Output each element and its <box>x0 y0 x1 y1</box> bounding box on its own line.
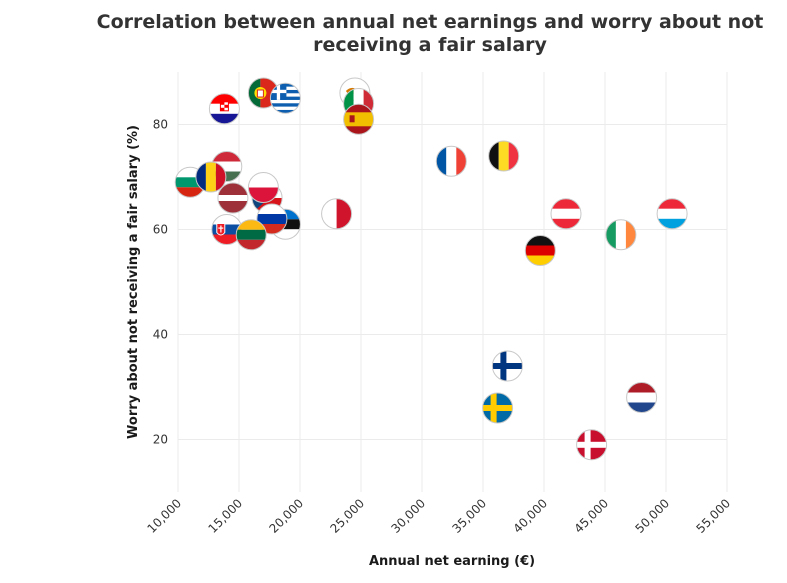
data-point-poland: Poland <box>247 172 279 203</box>
data-point-malta: Malta <box>321 198 353 230</box>
greece-flag-icon <box>270 83 301 114</box>
flag-outline <box>656 198 688 230</box>
slovakia-flag-icon <box>211 214 242 245</box>
flag-outline <box>321 198 353 230</box>
y-axis-ticks: 20 40 60 80 <box>153 118 168 447</box>
data-point-croatia: Croatia <box>208 93 240 125</box>
data-point-greece: Greece <box>269 82 301 114</box>
sweden-flag-icon <box>482 393 513 423</box>
data-point-france: France <box>435 145 467 177</box>
flag-outline <box>435 145 467 177</box>
romania-flag-icon <box>195 162 226 192</box>
germany-flag-icon <box>525 235 556 266</box>
data-point-russia: Russia <box>256 203 288 235</box>
flag-outline <box>247 172 279 203</box>
flag-outline <box>576 429 608 461</box>
flag-outline <box>626 382 658 413</box>
data-point-spain: Spain <box>343 103 375 135</box>
data-point-belgium: Belgium <box>488 140 520 172</box>
flag-outline <box>482 392 514 424</box>
y-axis-title: Worry about not receiving a fair salary … <box>126 125 141 439</box>
y-tick-label: 60 <box>153 223 168 237</box>
grid <box>177 72 728 492</box>
data-point-luxembourg: Luxembourg <box>656 198 688 230</box>
x-tick-label: 45,000 <box>572 496 612 536</box>
denmark-flag-icon <box>576 429 607 460</box>
data-point-finland: Finland <box>491 350 523 382</box>
data-point-latvia: Latvia <box>217 182 249 214</box>
ireland-flag-icon <box>605 219 636 250</box>
chart-title-line-2: receiving a fair salary <box>313 34 547 56</box>
flag-outline <box>343 103 375 135</box>
poland-flag-icon <box>248 172 279 203</box>
y-tick-label: 20 <box>153 433 168 447</box>
flag-outline <box>605 219 637 251</box>
chart-title-line-1: Correlation between annual net earnings … <box>97 11 764 33</box>
flag-outline <box>208 93 240 125</box>
flag-outline <box>550 198 582 230</box>
lithuania-flag-icon <box>236 219 267 250</box>
x-tick-label: 15,000 <box>206 496 246 536</box>
x-tick-label: 35,000 <box>450 496 490 536</box>
x-tick-label: 30,000 <box>389 496 429 536</box>
flag-outline <box>195 161 227 193</box>
x-tick-label: 50,000 <box>633 496 673 536</box>
data-point-lithuania: Lithuania <box>235 219 267 251</box>
austria-flag-icon <box>551 198 581 229</box>
data-point-germany: Germany <box>524 235 556 266</box>
data-point-netherlands: Netherlands <box>626 382 658 413</box>
latvia-flag-icon <box>217 183 248 213</box>
flag-outline <box>217 182 249 214</box>
flag-outline <box>269 82 301 114</box>
flag-outline <box>256 203 288 235</box>
flag-outline <box>235 219 267 251</box>
hungary-flag-icon <box>211 151 242 182</box>
data-point-denmark: Denmark <box>576 429 608 461</box>
bulgaria-flag-icon <box>175 167 206 198</box>
netherlands-flag-icon <box>626 382 657 413</box>
data-point-ireland: Ireland <box>605 219 637 251</box>
x-tick-label: 40,000 <box>511 496 551 536</box>
x-tick-label: 55,000 <box>694 496 734 536</box>
x-axis-title: Annual net earning (€) <box>369 554 535 569</box>
flag-outline <box>524 235 556 266</box>
data-point-sweden: Sweden <box>482 392 514 424</box>
france-flag-icon <box>436 146 467 177</box>
russia-flag-icon <box>256 204 287 234</box>
luxembourg-flag-icon <box>657 198 688 229</box>
x-tick-label: 20,000 <box>267 496 307 536</box>
croatia-flag-icon <box>209 93 240 124</box>
data-point-romania: Romania <box>195 161 227 193</box>
y-tick-label: 40 <box>153 328 168 342</box>
x-axis-ticks: 10,000 15,000 20,000 25,000 30,000 35,000 40,0… <box>145 496 734 536</box>
x-tick-label: 10,000 <box>145 496 185 536</box>
spain-flag-icon <box>343 104 374 135</box>
data-points: CyprusItalySpainPortugalGreeceCroatiaHun… <box>174 77 688 461</box>
belgium-flag-icon <box>488 141 519 171</box>
italy-flag-icon <box>343 88 374 119</box>
x-tick-label: 25,000 <box>328 496 368 536</box>
malta-flag-icon <box>321 198 352 229</box>
y-tick-label: 80 <box>153 118 168 132</box>
flag-outline <box>488 140 520 172</box>
data-point-austria: Austria <box>550 198 582 230</box>
flag-outline <box>491 350 523 382</box>
finland-flag-icon <box>492 351 523 381</box>
